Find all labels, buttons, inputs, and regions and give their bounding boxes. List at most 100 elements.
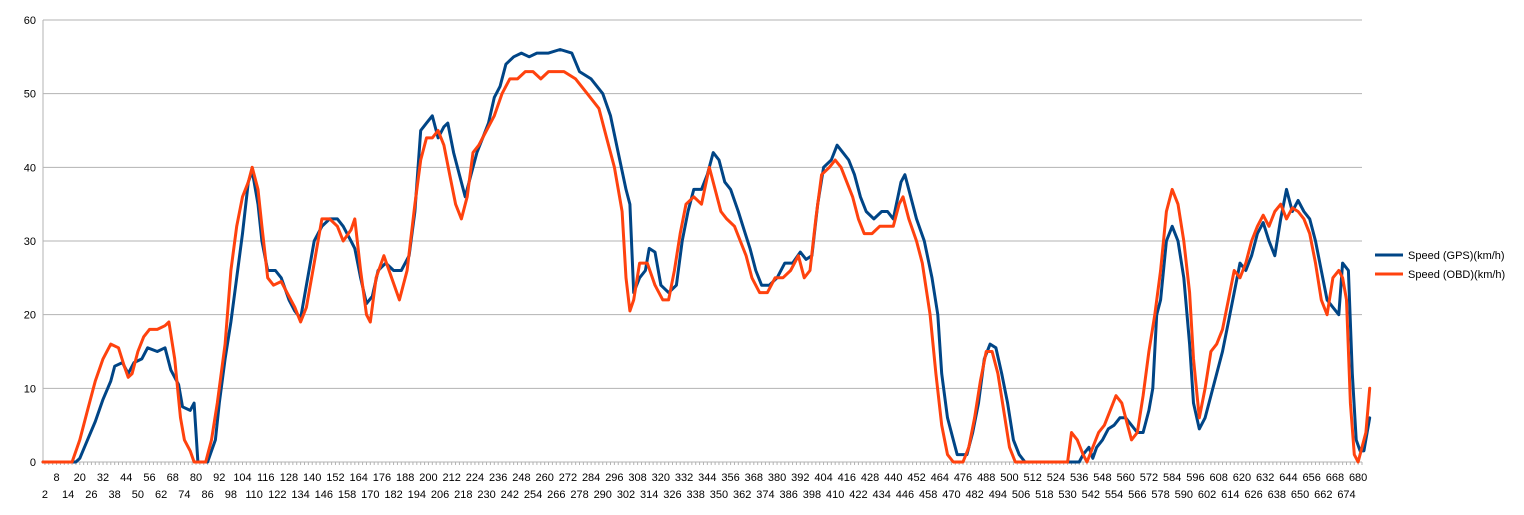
x-tick-label: 176: [373, 472, 391, 484]
x-tick-label: 470: [942, 489, 960, 501]
x-tick-label: 38: [109, 489, 121, 501]
x-tick-label: 224: [466, 472, 484, 484]
y-tick-label: 60: [24, 15, 36, 27]
x-tick-label: 386: [780, 489, 798, 501]
x-tick-label: 248: [512, 472, 530, 484]
x-tick-label: 566: [1128, 489, 1146, 501]
x-tick-label: 140: [303, 472, 321, 484]
x-tick-label: 44: [120, 472, 132, 484]
y-tick-label: 50: [24, 89, 36, 101]
x-tick-label: 218: [454, 489, 472, 501]
x-tick-label: 104: [233, 472, 251, 484]
x-tick-label: 194: [408, 489, 426, 501]
x-tick-label: 482: [965, 489, 983, 501]
x-tick-label: 230: [477, 489, 495, 501]
x-tick-label: 134: [291, 489, 309, 501]
x-tick-label: 440: [884, 472, 902, 484]
x-tick-label: 62: [155, 489, 167, 501]
x-tick-label: 572: [1140, 472, 1158, 484]
x-tick-label: 170: [361, 489, 379, 501]
x-tick-label: 524: [1047, 472, 1065, 484]
x-tick-label: 542: [1082, 489, 1100, 501]
x-tick-label: 422: [849, 489, 867, 501]
x-tick-label: 596: [1186, 472, 1204, 484]
x-tick-label: 14: [62, 489, 74, 501]
x-tick-label: 680: [1349, 472, 1367, 484]
x-tick-label: 512: [1024, 472, 1042, 484]
series-line-gps: [41, 48, 1372, 464]
x-tick-label: 536: [1070, 472, 1088, 484]
x-tick-label: 614: [1221, 489, 1239, 501]
x-tick-label: 434: [872, 489, 890, 501]
x-tick-label: 638: [1268, 489, 1286, 501]
x-tick-label: 164: [350, 472, 368, 484]
x-tick-label: 314: [640, 489, 658, 501]
x-tick-label: 302: [617, 489, 635, 501]
y-tick-label: 0: [30, 457, 36, 469]
x-tick-label: 260: [535, 472, 553, 484]
x-tick-label: 518: [1035, 489, 1053, 501]
x-tick-label: 608: [1209, 472, 1227, 484]
y-tick-label: 10: [24, 383, 36, 395]
x-tick-label: 272: [559, 472, 577, 484]
x-tick-label: 452: [907, 472, 925, 484]
x-tick-label: 674: [1337, 489, 1355, 501]
x-tick-label: 602: [1198, 489, 1216, 501]
x-tick-label: 236: [489, 472, 507, 484]
legend-label: Speed (OBD)(km/h): [1408, 269, 1505, 281]
x-tick-label: 476: [954, 472, 972, 484]
x-tick-label: 458: [919, 489, 937, 501]
x-tick-label: 506: [1012, 489, 1030, 501]
x-tick-label: 32: [97, 472, 109, 484]
x-tick-label: 254: [524, 489, 542, 501]
y-tick-label: 20: [24, 310, 36, 322]
x-tick-label: 578: [1151, 489, 1169, 501]
x-tick-label: 368: [745, 472, 763, 484]
x-tick-label: 392: [791, 472, 809, 484]
x-tick-label: 242: [501, 489, 519, 501]
x-tick-label: 122: [268, 489, 286, 501]
x-tick-label: 92: [213, 472, 225, 484]
x-tick-label: 266: [547, 489, 565, 501]
x-tick-label: 398: [803, 489, 821, 501]
x-tick-label: 326: [663, 489, 681, 501]
x-tick-label: 182: [384, 489, 402, 501]
x-tick-label: 416: [838, 472, 856, 484]
x-tick-label: 116: [257, 472, 275, 484]
y-tick-label: 30: [24, 236, 36, 248]
x-tick-label: 428: [861, 472, 879, 484]
x-tick-label: 128: [280, 472, 298, 484]
x-tick-label: 200: [419, 472, 437, 484]
x-tick-label: 464: [931, 472, 949, 484]
x-tick-label: 338: [687, 489, 705, 501]
x-tick-label: 158: [338, 489, 356, 501]
x-tick-label: 632: [1256, 472, 1274, 484]
x-tick-label: 344: [698, 472, 716, 484]
x-tick-label: 590: [1175, 489, 1193, 501]
x-tick-label: 8: [53, 472, 59, 484]
x-tick-label: 404: [814, 472, 832, 484]
series-line-obd: [41, 70, 1372, 464]
x-tick-label: 530: [1058, 489, 1076, 501]
x-tick-label: 308: [628, 472, 646, 484]
x-tick-label: 98: [225, 489, 237, 501]
series-lines: [41, 48, 1372, 464]
x-tick-label: 662: [1314, 489, 1332, 501]
x-tick-label: 188: [396, 472, 414, 484]
x-tick-label: 500: [1000, 472, 1018, 484]
x-tick-label: 620: [1233, 472, 1251, 484]
x-tick-label: 362: [733, 489, 751, 501]
x-tick-label: 26: [85, 489, 97, 501]
x-tick-label: 50: [132, 489, 144, 501]
x-tick-label: 296: [605, 472, 623, 484]
legend: Speed (GPS)(km/h) Speed (OBD)(km/h): [1375, 250, 1505, 281]
x-tick-label: 644: [1279, 472, 1297, 484]
legend-label: Speed (GPS)(km/h): [1408, 250, 1505, 262]
x-tick-label: 86: [202, 489, 214, 501]
x-tick-label: 284: [582, 472, 600, 484]
x-tick-label: 320: [652, 472, 670, 484]
y-tick-label: 40: [24, 162, 36, 174]
x-tick-label: 212: [442, 472, 460, 484]
x-tick-label: 146: [315, 489, 333, 501]
